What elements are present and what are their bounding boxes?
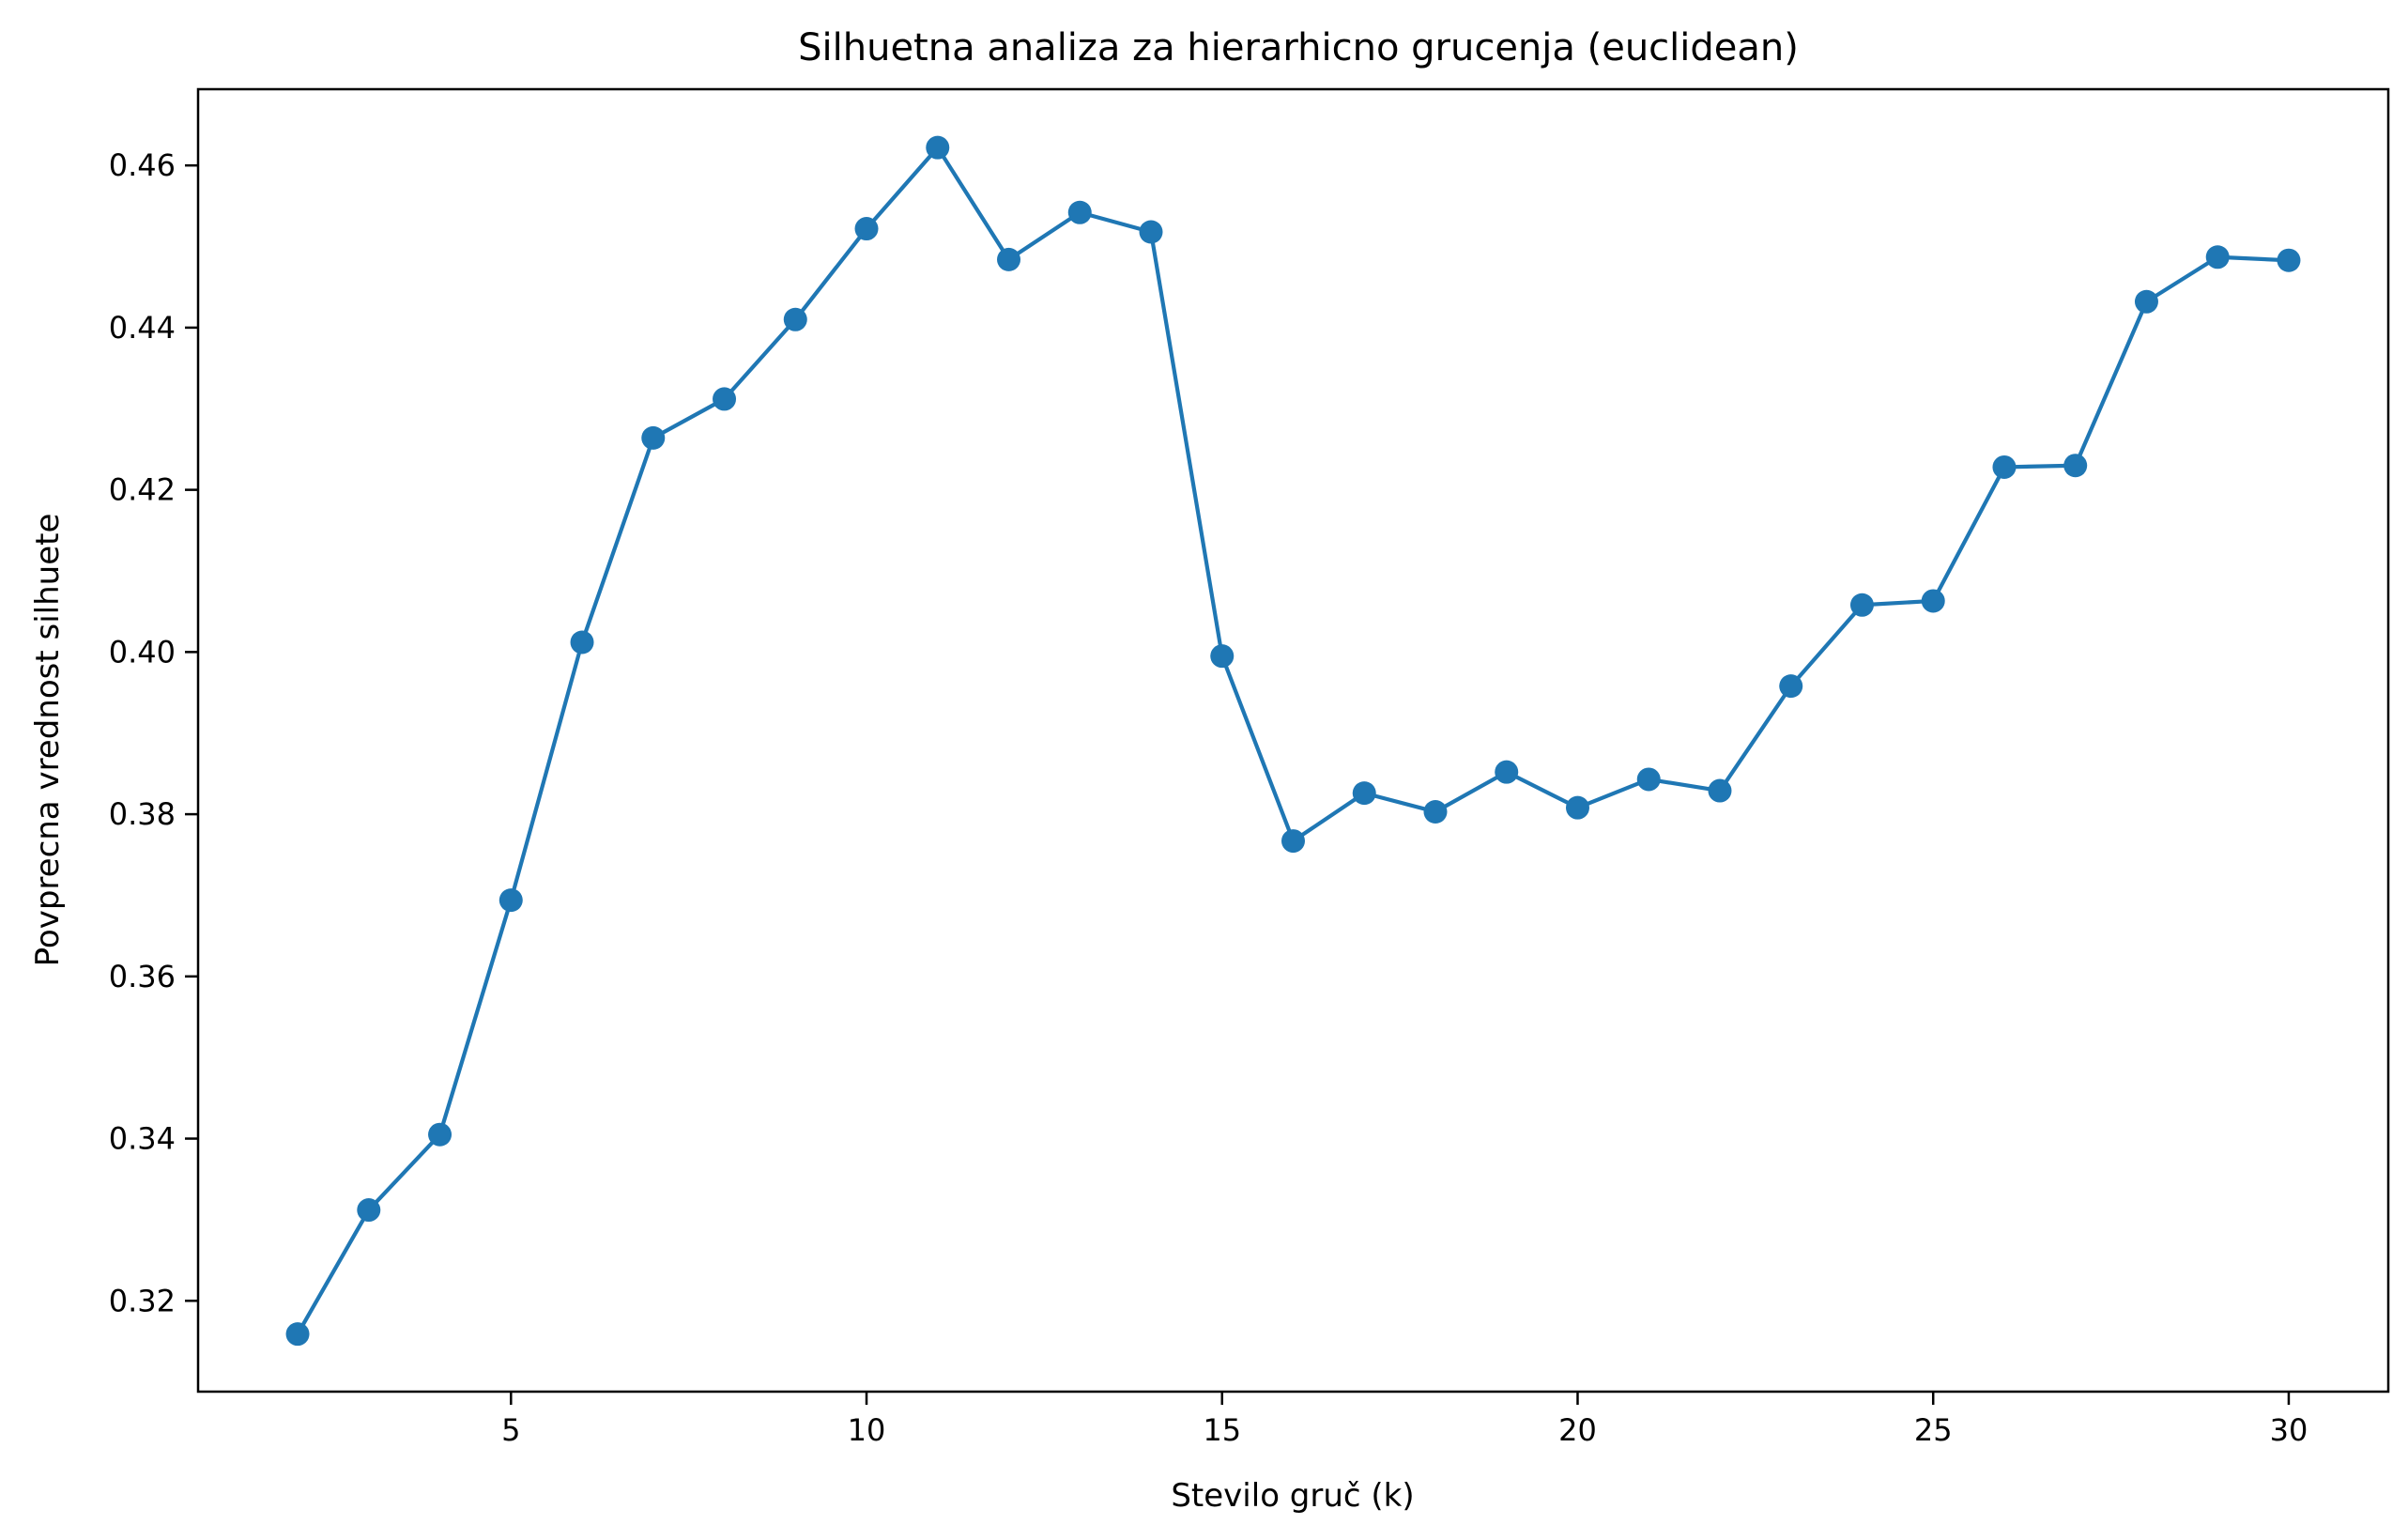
data-point	[997, 247, 1021, 271]
data-point	[783, 307, 807, 331]
series-silhouette	[285, 135, 2301, 1347]
x-axis-label: Stevilo gruč (k)	[1171, 1477, 1414, 1515]
plot-frame	[196, 87, 2390, 1394]
data-point	[1992, 454, 2017, 479]
data-point	[2063, 454, 2088, 478]
data-point	[285, 1322, 310, 1347]
x-tick-label: 30	[2270, 1412, 2308, 1448]
data-point	[1565, 795, 1589, 820]
y-tick-label: 0.42	[109, 472, 176, 508]
data-point	[1210, 644, 1235, 669]
data-point	[1352, 781, 1376, 806]
data-point	[1708, 778, 1732, 803]
y-tick-label: 0.40	[109, 634, 176, 670]
y-tick-label: 0.46	[109, 147, 176, 183]
data-point	[2205, 245, 2230, 270]
y-tick-label: 0.36	[109, 959, 176, 994]
x-tick-label: 20	[1558, 1412, 1597, 1448]
data-point	[570, 630, 594, 654]
data-point	[1139, 220, 1163, 244]
data-point	[713, 387, 737, 411]
y-tick-label: 0.32	[109, 1283, 176, 1318]
x-tick-label: 25	[1914, 1412, 1953, 1448]
data-point	[1636, 767, 1661, 792]
y-tick-label: 0.34	[109, 1121, 176, 1157]
data-point	[1495, 760, 1519, 784]
chart-title: Silhuetna analiza za hierarhicno grucenj…	[798, 26, 1799, 69]
x-tick-label: 5	[501, 1412, 520, 1448]
data-point	[1849, 593, 1874, 617]
data-point	[498, 888, 523, 913]
data-point	[2134, 289, 2158, 314]
data-point	[357, 1198, 381, 1223]
x-axis: 5 10 15 20 25 30	[501, 1392, 2308, 1448]
data-point	[1423, 800, 1448, 824]
x-tick-label: 15	[1203, 1412, 1241, 1448]
data-point	[1921, 589, 1945, 613]
y-axis-label: Povprecna vrednost silhuete	[29, 514, 67, 967]
data-point	[1281, 829, 1305, 854]
data-point	[428, 1122, 452, 1147]
data-point	[1067, 200, 1092, 224]
data-point	[1779, 674, 1803, 699]
x-tick-label: 10	[848, 1412, 886, 1448]
data-point	[2277, 248, 2301, 272]
data-point	[926, 135, 950, 160]
y-tick-label: 0.38	[109, 796, 176, 832]
data-point	[641, 425, 666, 450]
data-point	[854, 217, 879, 241]
y-axis: 0.32 0.34 0.36 0.38 0.40 0.42 0.44 0.46	[109, 147, 198, 1318]
y-tick-label: 0.44	[109, 310, 176, 346]
